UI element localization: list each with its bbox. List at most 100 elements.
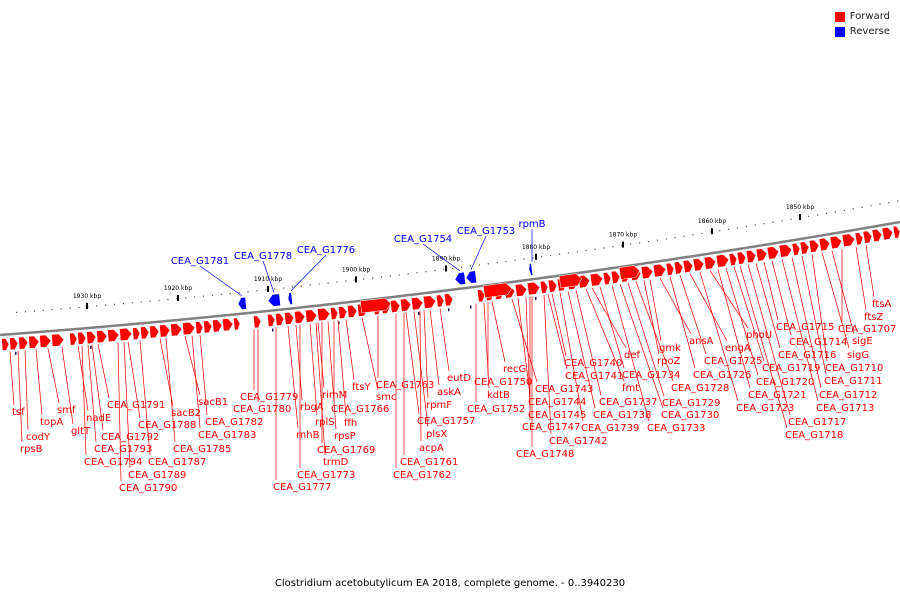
- forward-gene-arrow[interactable]: [347, 304, 358, 318]
- forward-gene-label[interactable]: tsf: [12, 407, 25, 418]
- forward-gene-arrow[interactable]: [330, 307, 339, 320]
- reverse-gene-arrow[interactable]: [465, 270, 477, 284]
- forward-gene-label[interactable]: CEA_G1743: [535, 384, 593, 395]
- forward-gene-label[interactable]: CEA_G1726: [693, 370, 751, 381]
- forward-gene-arrow[interactable]: [682, 259, 694, 274]
- forward-gene-arrow[interactable]: [703, 256, 717, 270]
- forward-gene-label[interactable]: CEA_G1769: [317, 445, 375, 456]
- forward-gene-label[interactable]: CEA_G1792: [101, 432, 159, 443]
- forward-gene-arrow[interactable]: [602, 272, 612, 286]
- gene-features[interactable]: [1, 225, 900, 355]
- forward-gene-arrow[interactable]: [755, 248, 768, 262]
- forward-gene-label[interactable]: ftsA: [872, 299, 891, 310]
- forward-gene-label[interactable]: rbgA: [300, 402, 324, 413]
- forward-gene-arrow[interactable]: [253, 315, 262, 329]
- forward-gene-arrow[interactable]: [1, 338, 10, 351]
- forward-gene-label[interactable]: engA: [725, 343, 751, 354]
- forward-gene-arrow[interactable]: [745, 250, 757, 264]
- forward-gene-arrow[interactable]: [799, 241, 810, 255]
- forward-gene-label[interactable]: rnhB: [296, 430, 320, 441]
- forward-gene-arrow[interactable]: [665, 262, 675, 276]
- forward-gene-label[interactable]: rplS: [315, 417, 335, 428]
- forward-gene-label[interactable]: CEA_G1779: [240, 392, 298, 403]
- forward-gene-label[interactable]: CEA_G1712: [819, 390, 877, 401]
- forward-gene-label[interactable]: CEA_G1780: [233, 404, 291, 415]
- forward-gene-label[interactable]: CEA_G1723: [736, 403, 794, 414]
- forward-gene-label[interactable]: CEA_G1761: [400, 457, 458, 468]
- forward-gene-label[interactable]: CEA_G1788: [138, 420, 196, 431]
- forward-gene-label[interactable]: CEA_G1790: [119, 483, 177, 494]
- forward-gene-arrow[interactable]: [558, 273, 583, 289]
- forward-gene-arrow[interactable]: [736, 251, 747, 265]
- forward-gene-arrow[interactable]: [728, 253, 738, 267]
- forward-gene-arrow[interactable]: [140, 326, 150, 340]
- forward-gene-label[interactable]: gltT: [71, 426, 91, 437]
- forward-gene-label[interactable]: CEA_G1714: [789, 337, 847, 348]
- forward-gene-label[interactable]: CEA_G1777: [273, 482, 331, 493]
- forward-gene-arrow[interactable]: [317, 307, 331, 322]
- forward-gene-label[interactable]: rimM: [322, 390, 347, 401]
- forward-gene-arrow[interactable]: [107, 329, 120, 343]
- reverse-gene-label[interactable]: CEA_G1778: [234, 251, 292, 262]
- forward-gene-label[interactable]: CEA_G1762: [393, 470, 451, 481]
- forward-gene-label[interactable]: CEA_G1728: [671, 383, 729, 394]
- forward-gene-label[interactable]: gmk: [659, 343, 681, 354]
- forward-gene-arrow[interactable]: [854, 232, 864, 246]
- forward-gene-label[interactable]: CEA_G1734: [622, 370, 680, 381]
- forward-gene-arrow[interactable]: [338, 306, 348, 320]
- forward-gene-arrow[interactable]: [170, 323, 183, 337]
- forward-gene-arrow[interactable]: [305, 309, 318, 323]
- reverse-gene-arrow[interactable]: [237, 297, 247, 310]
- forward-gene-arrow[interactable]: [294, 310, 306, 324]
- forward-gene-arrow[interactable]: [422, 295, 437, 309]
- forward-gene-label[interactable]: CEA_G1739: [581, 423, 639, 434]
- reverse-gene-label[interactable]: CEA_G1754: [394, 234, 452, 245]
- forward-gene-label[interactable]: CEA_G1793: [94, 444, 152, 455]
- forward-gene-label[interactable]: CEA_G1719: [762, 363, 820, 374]
- reverse-gene-label[interactable]: CEA_G1776: [297, 245, 355, 256]
- forward-gene-arrow[interactable]: [476, 289, 486, 303]
- forward-gene-arrow[interactable]: [640, 265, 654, 280]
- forward-gene-label[interactable]: acpA: [419, 443, 444, 454]
- forward-gene-label[interactable]: CEA_G1789: [128, 470, 186, 481]
- forward-gene-arrow[interactable]: [222, 318, 234, 332]
- forward-gene-label[interactable]: CEA_G1748: [516, 449, 574, 460]
- forward-gene-arrow[interactable]: [482, 282, 513, 299]
- forward-gene-label[interactable]: rpmF: [426, 400, 452, 411]
- forward-gene-label[interactable]: rpoZ: [657, 356, 681, 367]
- forward-gene-arrow[interactable]: [69, 332, 78, 346]
- forward-gene-label[interactable]: CEA_G1717: [788, 417, 846, 428]
- forward-gene-label[interactable]: CEA_G1741: [565, 371, 623, 382]
- forward-gene-label[interactable]: topA: [40, 417, 63, 428]
- forward-gene-arrow[interactable]: [28, 335, 40, 349]
- forward-gene-label[interactable]: CEA_G1742: [549, 436, 607, 447]
- forward-gene-arrow[interactable]: [862, 230, 873, 244]
- forward-gene-arrow[interactable]: [9, 337, 19, 351]
- forward-gene-arrow[interactable]: [18, 336, 29, 350]
- forward-gene-label[interactable]: kdtB: [487, 390, 510, 401]
- reverse-gene-label[interactable]: CEA_G1753: [457, 226, 515, 237]
- forward-gene-label[interactable]: CEA_G1744: [528, 397, 586, 408]
- forward-gene-arrow[interactable]: [871, 228, 883, 243]
- forward-gene-arrow[interactable]: [618, 265, 641, 280]
- forward-gene-label[interactable]: phoU: [746, 330, 772, 341]
- forward-gene-arrow[interactable]: [589, 273, 604, 287]
- reverse-gene-label[interactable]: rpmB: [518, 219, 545, 230]
- forward-gene-arrow[interactable]: [892, 225, 900, 239]
- forward-gene-label[interactable]: codY: [26, 432, 51, 443]
- forward-gene-arrow[interactable]: [766, 246, 780, 260]
- forward-gene-label[interactable]: CEA_G1737: [599, 397, 657, 408]
- gene-labels[interactable]: CEA_G1781 CEA_G1778 CEA_G1776 CEA_G1754 CEA_…: [12, 219, 896, 494]
- forward-gene-arrow[interactable]: [86, 331, 97, 344]
- forward-gene-label[interactable]: CEA_G1707: [838, 324, 896, 335]
- forward-gene-label[interactable]: smf: [57, 405, 76, 416]
- forward-gene-label[interactable]: CEA_G1747: [522, 422, 580, 433]
- forward-gene-label[interactable]: CEA_G1715: [776, 322, 834, 333]
- forward-gene-label[interactable]: fmt: [622, 383, 639, 394]
- forward-gene-arrow[interactable]: [159, 324, 171, 338]
- reverse-gene-arrow[interactable]: [267, 293, 281, 307]
- forward-gene-label[interactable]: CEA_G1733: [647, 423, 705, 434]
- forward-gene-label[interactable]: CEA_G1785: [173, 444, 231, 455]
- forward-gene-label[interactable]: CEA_G1763: [376, 380, 434, 391]
- forward-gene-label[interactable]: ansA: [689, 336, 714, 347]
